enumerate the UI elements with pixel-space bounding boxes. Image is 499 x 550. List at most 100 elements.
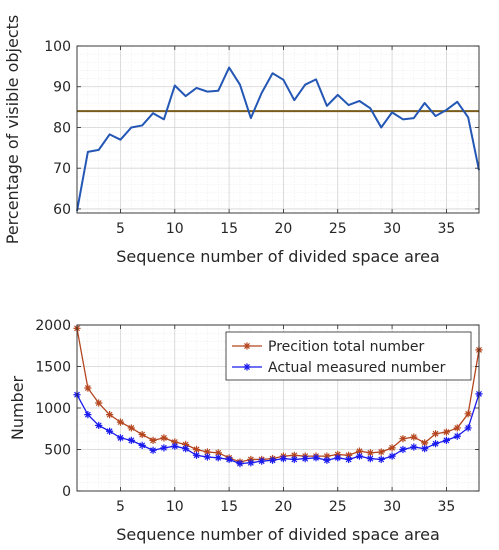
legend-label: Precition total number	[268, 339, 424, 355]
data-point	[464, 410, 472, 418]
data-point	[388, 444, 396, 452]
data-point	[453, 424, 461, 432]
x-tick-label: 5	[116, 499, 125, 515]
data-point	[171, 442, 179, 450]
data-point	[160, 434, 168, 442]
x-tick-label: 35	[437, 499, 455, 515]
data-point	[225, 455, 233, 464]
data-point	[84, 411, 92, 419]
data-point	[258, 457, 266, 465]
data-point	[290, 455, 298, 464]
data-point	[247, 459, 255, 467]
data-point	[116, 434, 125, 442]
x-tick-label: 15	[220, 499, 238, 515]
data-point	[214, 449, 222, 457]
y-tick-label: 80	[53, 120, 71, 136]
data-point	[453, 432, 461, 440]
x-tick-label: 20	[275, 499, 293, 515]
data-point	[127, 424, 135, 432]
data-point	[323, 456, 331, 464]
data-point	[236, 460, 244, 468]
data-point	[388, 452, 396, 460]
y-tick-label: 1500	[35, 360, 71, 376]
series-1	[76, 66, 480, 212]
legend-swatch-marker	[243, 342, 251, 350]
data-point	[421, 445, 429, 453]
y-tick-label: 500	[44, 443, 71, 459]
data-point	[323, 452, 331, 460]
data-point	[410, 433, 418, 441]
tick-labels: 5 10 15 20 25 30 35 60 70 80 90 100	[44, 39, 479, 237]
data-point	[95, 421, 103, 430]
data-point	[345, 451, 353, 459]
data-point	[192, 445, 201, 454]
legend-entry-1: Precition total number	[232, 339, 424, 355]
data-point	[138, 430, 146, 439]
x-axis-label: Sequence number of divided space area	[116, 525, 440, 544]
data-point	[105, 427, 114, 435]
y-tick-label: 100	[44, 39, 71, 55]
data-point	[355, 452, 364, 460]
data-point	[105, 411, 114, 419]
data-point	[431, 430, 440, 438]
data-point	[399, 445, 407, 454]
x-tick-label: 10	[166, 499, 184, 515]
data-point	[290, 451, 298, 459]
data-point	[366, 449, 374, 457]
tick-labels: 5 10 15 20 25 30 35 0 500 1000 1500 2000	[35, 318, 479, 515]
data-point	[421, 439, 429, 447]
chart-panel-1: 5 10 15 20 25 30 35 60 70 80 90 100 Sequence number …	[3, 15, 480, 266]
legend-box	[225, 331, 472, 381]
data-point	[410, 443, 418, 451]
data-point	[160, 444, 168, 452]
data-point	[334, 454, 342, 462]
x-tick-label: 25	[329, 221, 347, 237]
data-point	[366, 455, 374, 463]
data-point	[399, 435, 407, 443]
data-point	[312, 454, 320, 462]
y-tick-label: 70	[53, 161, 71, 177]
x-tick-label: 25	[329, 499, 347, 515]
x-tick-label: 10	[166, 221, 184, 237]
y-axis-label: Number	[8, 375, 27, 440]
y-axis-label: Percentage of visible objects	[3, 15, 22, 244]
y-tick-label: 90	[53, 80, 71, 96]
x-tick-label: 20	[275, 221, 293, 237]
data-point	[84, 384, 92, 392]
data-point	[171, 438, 179, 446]
data-point	[149, 446, 157, 454]
data-point	[138, 441, 146, 449]
data-point	[149, 436, 157, 444]
plot-area	[77, 46, 479, 213]
data-point	[203, 453, 211, 461]
data-point	[95, 399, 103, 407]
data-point	[377, 455, 385, 464]
legend: Precition total number Actual measured nu…	[225, 331, 472, 381]
y-tick-label: 0	[62, 484, 71, 500]
y-tick-label: 60	[53, 202, 71, 218]
x-tick-label: 30	[383, 499, 401, 515]
data-point	[431, 440, 440, 448]
data-point	[268, 456, 277, 464]
legend-label: Actual measured number	[268, 360, 446, 376]
data-point	[116, 418, 125, 426]
data-point	[203, 448, 211, 456]
data-point	[214, 454, 222, 462]
chart-panel-2: 5 10 15 20 25 30 35 0 500 1000 1500 2000 Sequence nu…	[8, 318, 483, 544]
data-point	[442, 436, 451, 444]
legend-entry-2: Actual measured number	[232, 360, 446, 376]
x-tick-label: 5	[116, 221, 125, 237]
data-point	[182, 440, 190, 449]
data-point	[464, 424, 472, 432]
x-axis-label: Sequence number of divided space area	[116, 247, 440, 266]
series-line	[76, 66, 480, 212]
x-tick-label: 30	[383, 221, 401, 237]
data-point	[127, 436, 135, 444]
data-point	[377, 448, 385, 456]
series-2	[73, 390, 483, 468]
data-point	[442, 428, 451, 436]
data-point	[182, 445, 190, 453]
x-tick-label: 35	[437, 221, 455, 237]
legend-swatch-marker	[243, 363, 251, 371]
